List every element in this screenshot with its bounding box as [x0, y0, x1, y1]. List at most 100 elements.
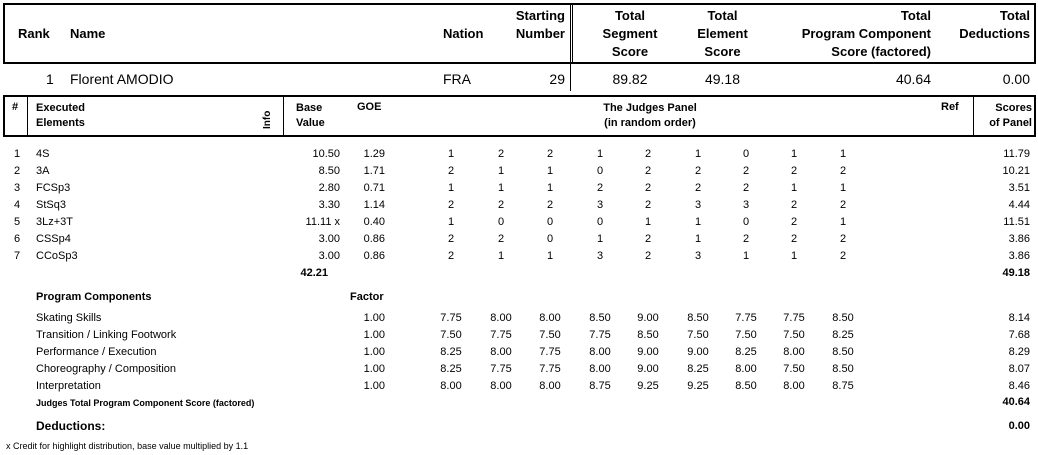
- element-judge-score: 2: [596, 182, 604, 194]
- pc-judge-score: 9.25: [687, 380, 709, 392]
- element-panel-score: 3.51: [1008, 182, 1030, 194]
- elements-base-value-total: 42.21: [300, 267, 328, 279]
- pc-judge-score: 8.00: [589, 346, 611, 358]
- pc-judge-score: 8.25: [440, 346, 462, 358]
- athlete-nation: FRA: [443, 71, 471, 87]
- pc-judge-score: 7.75: [735, 312, 757, 324]
- element-judge-score: 2: [742, 233, 750, 245]
- pc-name: Transition / Linking Footwork: [36, 329, 177, 341]
- athlete-rank: 1: [46, 71, 54, 87]
- athlete-name: Florent AMODIO: [70, 71, 174, 87]
- element-judge-score: 2: [497, 148, 505, 160]
- element-goe: 0.40: [363, 216, 385, 228]
- element-number: 4: [14, 199, 21, 211]
- pc-judge-score: 7.75: [539, 363, 561, 375]
- element-judge-score: 0: [742, 216, 750, 228]
- element-judge-score: 2: [839, 165, 847, 177]
- pc-factor: 1.00: [363, 312, 385, 324]
- pc-name: Choreography / Composition: [36, 363, 177, 375]
- element-judge-score: 1: [546, 250, 554, 262]
- element-base-value: 3.00: [318, 233, 340, 245]
- element-judge-score: 2: [644, 165, 652, 177]
- athlete-pcs: 40.64: [895, 71, 931, 87]
- pc-judge-score: 7.50: [440, 329, 462, 341]
- pc-judge-score: 7.75: [783, 312, 805, 324]
- element-judge-score: 0: [546, 233, 554, 245]
- element-judge-score: 2: [694, 182, 702, 194]
- element-number: 2: [14, 165, 21, 177]
- element-goe: 1.71: [363, 165, 385, 177]
- pc-title: Program Components: [36, 291, 152, 303]
- element-judge-score: 2: [839, 233, 847, 245]
- element-judge-score: 2: [447, 250, 455, 262]
- element-judge-score: 2: [447, 165, 455, 177]
- element-base-value: 10.50: [312, 148, 340, 160]
- athlete-tes: 49.18: [704, 71, 741, 87]
- pc-judge-score: 8.75: [589, 380, 611, 392]
- element-judge-score: 2: [694, 165, 702, 177]
- element-judge-score: 2: [497, 233, 505, 245]
- element-judge-score: 2: [790, 165, 798, 177]
- element-judge-score: 1: [839, 182, 847, 194]
- pc-name: Performance / Execution: [36, 346, 157, 358]
- pc-judge-score: 8.00: [783, 380, 805, 392]
- element-judge-score: 2: [546, 148, 554, 160]
- pc-score: 8.46: [1008, 380, 1030, 392]
- element-goe: 1.29: [363, 148, 385, 160]
- element-code: CSSp4: [36, 233, 71, 245]
- element-judge-score: 2: [742, 182, 750, 194]
- element-panel-score: 10.21: [1002, 165, 1030, 177]
- element-judge-score: 2: [790, 233, 798, 245]
- element-base-value: 3.30: [318, 199, 340, 211]
- athlete-starting-number: 29: [549, 71, 565, 87]
- element-judge-score: 1: [790, 148, 798, 160]
- elements-score-total: 49.18: [1002, 267, 1030, 279]
- element-code: 3Lz+3T: [36, 216, 73, 228]
- element-judge-score: 2: [644, 182, 652, 194]
- element-judge-score: 2: [644, 233, 652, 245]
- pc-judge-score: 7.50: [783, 329, 805, 341]
- element-number: 3: [14, 182, 21, 194]
- eh-base-value: Base Value: [296, 102, 325, 129]
- element-judge-score: 2: [644, 250, 652, 262]
- element-judge-score: 1: [694, 233, 702, 245]
- pc-judge-score: 8.00: [490, 312, 512, 324]
- element-judge-score: 3: [742, 199, 750, 211]
- pc-name: Interpretation: [36, 380, 101, 392]
- pc-judge-score: 8.00: [490, 380, 512, 392]
- pc-judge-score: 8.75: [832, 380, 854, 392]
- pc-score: 8.14: [1008, 312, 1030, 324]
- element-panel-score: 3.86: [1008, 250, 1030, 262]
- element-judge-score: 1: [790, 182, 798, 194]
- pc-judge-score: 8.25: [440, 363, 462, 375]
- pc-judge-score: 8.25: [832, 329, 854, 341]
- element-goe: 0.86: [363, 233, 385, 245]
- element-judge-score: 0: [742, 148, 750, 160]
- element-judge-score: 1: [546, 182, 554, 194]
- athlete-tss: 89.82: [612, 71, 648, 87]
- pc-judge-score: 8.50: [832, 312, 854, 324]
- deductions-value: 0.00: [1008, 420, 1030, 432]
- element-base-value: 2.80: [318, 182, 340, 194]
- eh-ref: Ref: [941, 101, 959, 113]
- col-starting-number: Starting Number: [515, 8, 565, 41]
- pc-judge-score: 9.00: [637, 312, 659, 324]
- pc-name: Skating Skills: [36, 312, 102, 324]
- header-box: [3, 3, 1036, 64]
- element-judge-score: 2: [790, 199, 798, 211]
- element-number: 1: [14, 148, 21, 160]
- element-judge-score: 1: [644, 216, 652, 228]
- pc-score: 7.68: [1008, 329, 1030, 341]
- eh-executed-elements: Executed Elements: [36, 102, 85, 129]
- pc-judge-score: 7.50: [735, 329, 757, 341]
- element-judge-score: 1: [596, 148, 604, 160]
- header-divider: [572, 3, 573, 64]
- pc-judge-score: 8.00: [490, 346, 512, 358]
- elements-header-box: [3, 95, 1036, 137]
- eh-goe: GOE: [357, 101, 382, 113]
- element-judge-score: 0: [546, 216, 554, 228]
- element-judge-score: 1: [546, 165, 554, 177]
- element-judge-score: 1: [694, 148, 702, 160]
- pc-score: 8.29: [1008, 346, 1030, 358]
- pc-judge-score: 9.00: [687, 346, 709, 358]
